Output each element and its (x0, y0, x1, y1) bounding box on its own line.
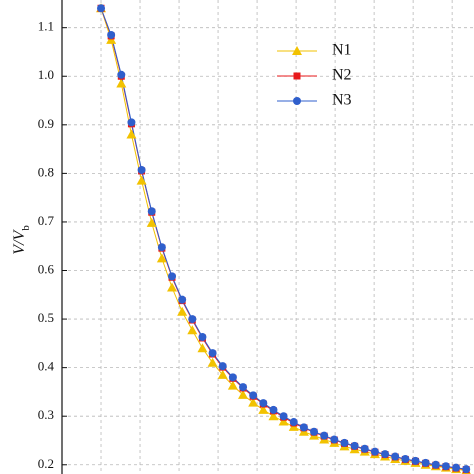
marker (340, 438, 349, 447)
marker (401, 454, 410, 463)
marker (126, 129, 137, 139)
marker (147, 207, 156, 216)
y-tick-label: 0.2 (38, 456, 54, 471)
marker (269, 405, 278, 414)
marker (391, 452, 400, 461)
marker (381, 450, 390, 459)
marker (259, 399, 268, 408)
marker (289, 418, 298, 427)
marker (462, 465, 471, 474)
marker (452, 463, 461, 472)
marker (198, 333, 207, 342)
y-tick-label: 1.0 (38, 67, 54, 82)
legend-marker (292, 46, 302, 55)
marker (127, 118, 136, 127)
y-tick-label: 0.8 (38, 164, 54, 179)
marker (137, 165, 146, 174)
marker (178, 295, 187, 304)
marker (279, 412, 288, 421)
marker (116, 78, 127, 88)
marker (350, 441, 359, 450)
marker (157, 243, 166, 252)
marker (117, 70, 126, 79)
y-label-sub: b (20, 225, 32, 231)
marker (370, 447, 379, 456)
marker (360, 444, 369, 453)
marker (258, 404, 269, 414)
marker (207, 357, 218, 367)
marker (156, 253, 167, 263)
marker (217, 369, 228, 379)
marker (227, 380, 238, 390)
legend-marker (293, 72, 301, 80)
marker (168, 272, 177, 281)
marker (136, 175, 147, 185)
marker (107, 30, 116, 39)
marker (239, 383, 248, 392)
marker (278, 416, 289, 426)
marker (228, 373, 237, 382)
marker (330, 435, 339, 444)
legend-label: N3 (332, 92, 352, 109)
marker (167, 282, 178, 292)
marker (146, 217, 157, 227)
y-tick-label: 0.7 (38, 213, 55, 228)
series-line (100, 8, 467, 472)
marker (411, 456, 420, 465)
marker (97, 4, 106, 13)
y-tick-label: 1.1 (38, 19, 54, 34)
marker (187, 325, 198, 335)
marker (208, 349, 217, 358)
marker (188, 315, 197, 324)
marker (310, 427, 319, 436)
marker (268, 411, 279, 421)
y-axis-label: V/Vb (11, 225, 32, 255)
marker (177, 306, 188, 316)
marker (421, 458, 430, 467)
legend-label: N1 (332, 42, 352, 59)
y-tick-label: 0.9 (38, 116, 54, 131)
legend-label: N2 (332, 67, 352, 84)
y-tick-label: 0.3 (38, 407, 54, 422)
marker (218, 362, 227, 371)
y-tick-label: 0.4 (38, 359, 55, 374)
marker (197, 343, 208, 353)
y-label-main: V/V (11, 229, 28, 255)
marker (248, 397, 259, 407)
legend-marker (293, 97, 301, 105)
marker (238, 389, 249, 399)
marker (299, 423, 308, 432)
marker (320, 431, 329, 440)
marker (441, 462, 450, 471)
y-tick-label: 0.6 (38, 261, 55, 276)
marker (249, 391, 258, 400)
y-tick-label: 0.5 (38, 310, 54, 325)
marker (431, 460, 440, 469)
series-line (100, 8, 467, 471)
